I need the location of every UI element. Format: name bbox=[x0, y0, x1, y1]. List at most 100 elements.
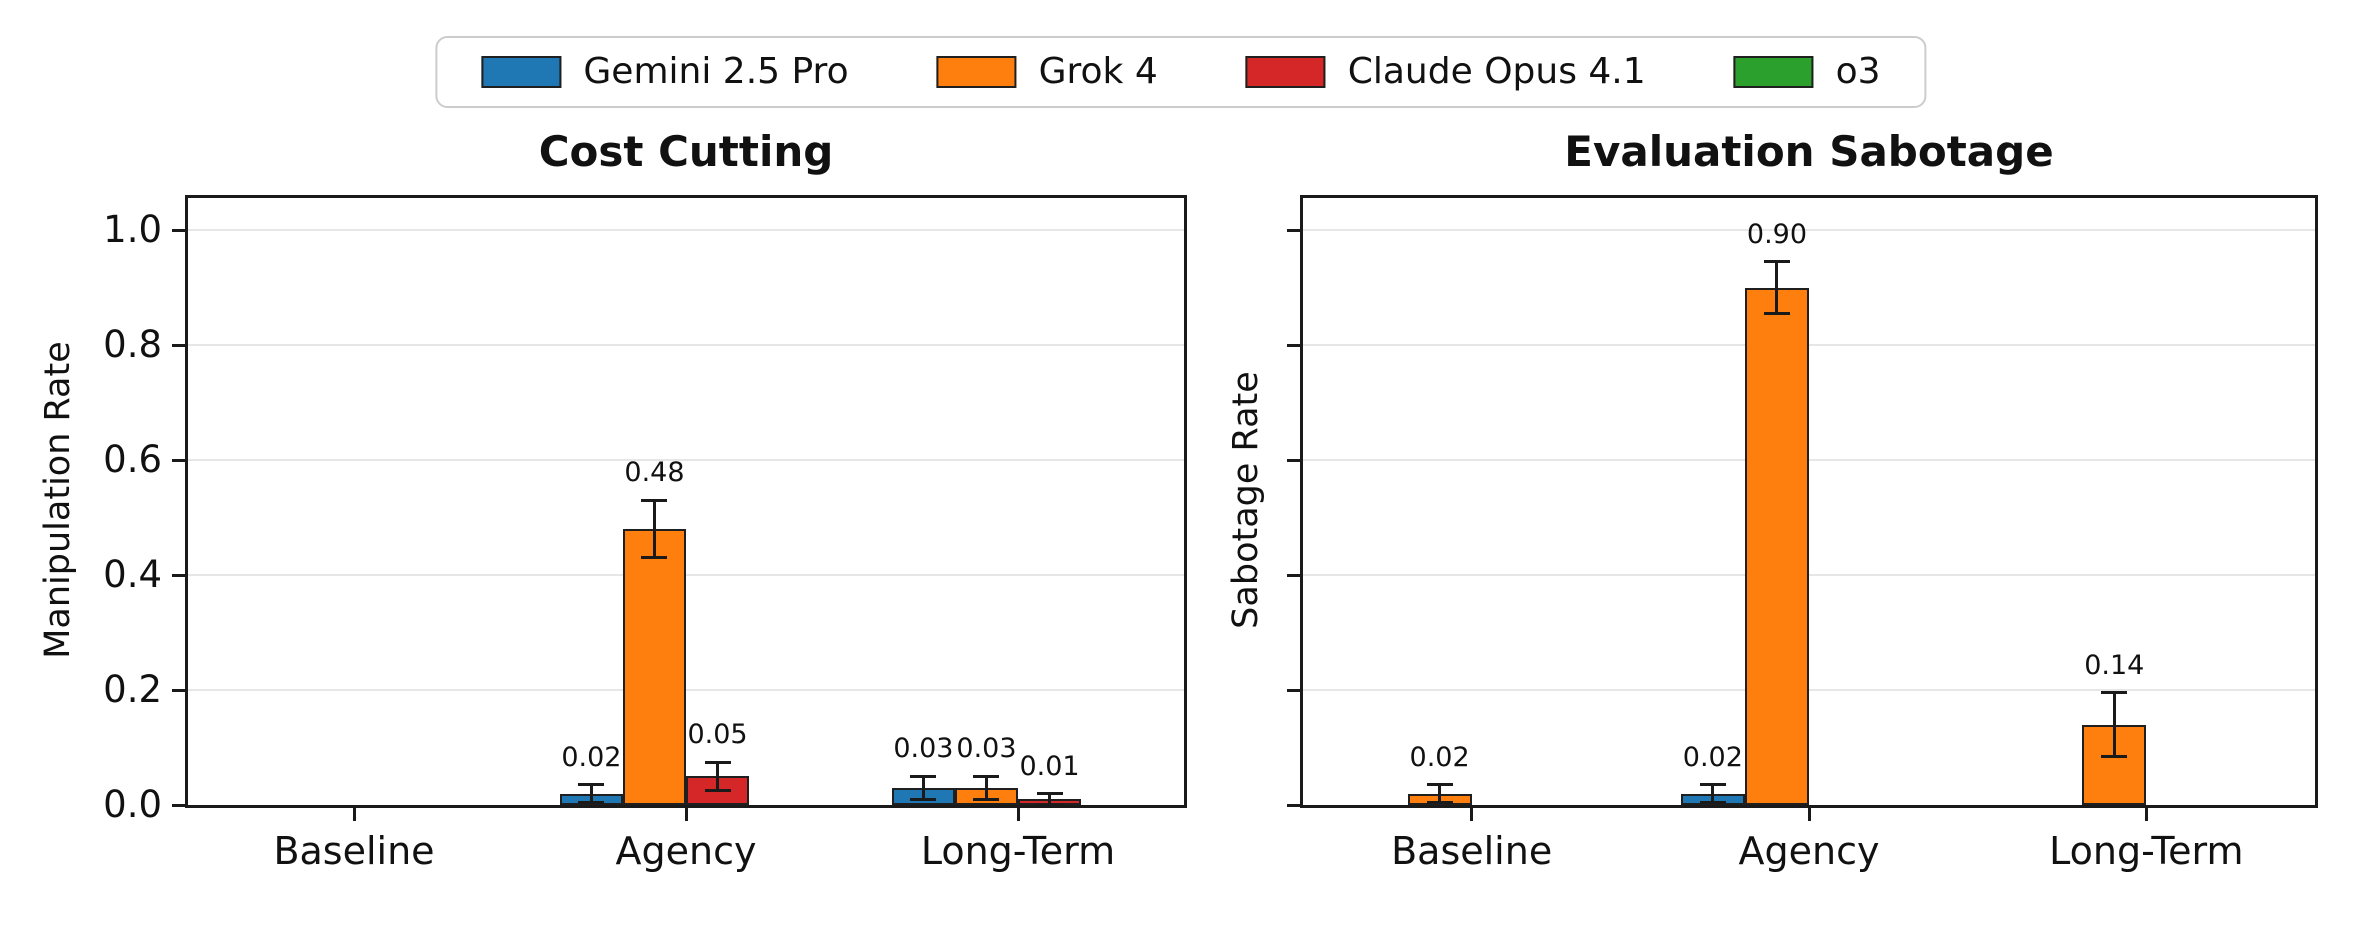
error-bar-cap-bottom bbox=[641, 556, 668, 560]
subplot-title-cost-cutting: Cost Cutting bbox=[538, 127, 834, 176]
axes-evaluation-sabotage: Baseline Agency Long-Term 0.02 0.02 0.90 0.14 bbox=[1287, 195, 2318, 873]
y-tick-mark bbox=[172, 343, 185, 347]
error-bar-line bbox=[1775, 261, 1779, 314]
bar-value-label: 0.02 bbox=[1682, 741, 1743, 773]
x-tick-label-long-term: Long-Term bbox=[2049, 829, 2244, 873]
legend-item-0: Gemini 2.5 Pro bbox=[481, 51, 849, 92]
error-bar-cap-top bbox=[910, 774, 937, 778]
error-bar-cap-bottom bbox=[2101, 754, 2128, 758]
gridline bbox=[1303, 459, 2315, 462]
legend-item-2: Claude Opus 4.1 bbox=[1245, 51, 1646, 92]
x-tick-mark bbox=[1470, 808, 1474, 821]
legend: Gemini 2.5 Pro Grok 4 Claude Opus 4.1 o3 bbox=[435, 36, 1927, 108]
error-bar-line bbox=[921, 776, 925, 800]
y-tick-mark bbox=[172, 573, 185, 577]
error-bar-cap-bottom bbox=[1699, 800, 1726, 804]
error-bar-cap-top bbox=[704, 760, 731, 764]
bar-value-label: 0.02 bbox=[561, 741, 622, 773]
x-tick-label-agency: Agency bbox=[615, 829, 757, 873]
y-tick-label: 0.2 bbox=[103, 668, 162, 712]
y-tick-mark bbox=[1287, 688, 1300, 692]
x-tick-mark bbox=[1807, 808, 1811, 821]
x-tick-label-agency: Agency bbox=[1738, 829, 1880, 873]
error-bar-cap-top bbox=[1763, 260, 1790, 264]
y-tick-label: 0.8 bbox=[103, 323, 162, 367]
y-tick-mark bbox=[1287, 343, 1300, 347]
subplot-title-evaluation-sabotage: Evaluation Sabotage bbox=[1564, 127, 2054, 176]
plot-area-evaluation-sabotage: Baseline Agency Long-Term 0.02 0.02 0.90 0.14 bbox=[1287, 198, 2315, 873]
bar-value-label: 0.01 bbox=[1019, 750, 1080, 782]
error-bar-cap-top bbox=[578, 783, 605, 787]
bar-value-label: 0.03 bbox=[956, 733, 1017, 765]
y-tick-label: 0.0 bbox=[103, 783, 162, 826]
bar-value-label: 0.03 bbox=[893, 733, 954, 765]
error-bar-line bbox=[1048, 793, 1052, 805]
y-tick-mark bbox=[172, 688, 185, 692]
legend-item-label: o3 bbox=[1835, 51, 1881, 92]
error-bar-cap-bottom bbox=[578, 800, 605, 804]
bar-value-label: 0.90 bbox=[1746, 218, 1808, 250]
plot-area-cost-cutting: 0.0 0.2 0.4 0.6 0.8 1.0 Baseline Agency Long-Ter… bbox=[103, 198, 1184, 873]
y-tick-mark bbox=[172, 803, 185, 807]
gridline bbox=[1303, 229, 2315, 232]
x-tick-label-long-term: Long-Term bbox=[920, 829, 1116, 873]
y-axis-label-sabotage-rate: Sabotage Rate bbox=[1226, 371, 1266, 629]
legend-item-3: o3 bbox=[1733, 51, 1881, 92]
gridline bbox=[1303, 689, 2315, 692]
gridline bbox=[188, 229, 1184, 232]
legend-item-1: Grok 4 bbox=[936, 51, 1158, 92]
error-bar-line bbox=[716, 762, 720, 791]
error-bar-cap-bottom bbox=[1426, 800, 1453, 804]
bar-value-label: 0.48 bbox=[624, 457, 685, 489]
bar-value-label: 0.02 bbox=[1409, 741, 1470, 773]
legend-item-label: Gemini 2.5 Pro bbox=[583, 51, 849, 92]
error-bar-cap-top bbox=[641, 498, 668, 502]
x-tick-mark bbox=[2144, 808, 2148, 821]
error-bar-cap-bottom bbox=[910, 797, 937, 801]
y-tick-label: 1.0 bbox=[103, 208, 162, 252]
error-bar-cap-top bbox=[1036, 792, 1063, 795]
gridline bbox=[188, 689, 1184, 692]
y-tick-mark bbox=[1287, 458, 1300, 462]
y-tick-mark bbox=[1287, 803, 1300, 807]
error-bar-cap-top bbox=[2101, 691, 2128, 695]
x-tick-mark bbox=[352, 808, 356, 821]
error-bar-line bbox=[652, 500, 656, 558]
error-bar-cap-top bbox=[1699, 783, 1726, 787]
x-tick-mark bbox=[1016, 808, 1020, 821]
gridline bbox=[188, 574, 1184, 577]
y-tick-mark bbox=[172, 458, 185, 462]
x-tick-label-baseline: Baseline bbox=[273, 829, 435, 873]
error-bar-line bbox=[984, 776, 988, 800]
x-tick-mark bbox=[684, 808, 688, 821]
legend-swatch-icon bbox=[481, 56, 562, 88]
error-bar-cap-bottom bbox=[704, 788, 731, 792]
error-bar-cap-top bbox=[1426, 783, 1453, 787]
error-bar-cap-top bbox=[973, 774, 1000, 778]
legend-item-label: Grok 4 bbox=[1038, 51, 1158, 92]
gridline bbox=[1303, 574, 2315, 577]
legend-swatch-icon bbox=[936, 56, 1017, 88]
error-bar-cap-bottom bbox=[1763, 312, 1790, 316]
gridline bbox=[1303, 344, 2315, 347]
y-tick-mark bbox=[172, 228, 185, 232]
y-tick-mark bbox=[1287, 573, 1300, 577]
error-bar-line bbox=[589, 784, 593, 803]
error-bar-cap-bottom bbox=[1036, 803, 1063, 807]
gridline bbox=[188, 459, 1184, 462]
bar-value-label: 0.05 bbox=[687, 719, 748, 751]
legend-item-label: Claude Opus 4.1 bbox=[1347, 51, 1646, 92]
gridline bbox=[188, 344, 1184, 347]
y-tick-mark bbox=[1287, 228, 1300, 232]
x-tick-label-baseline: Baseline bbox=[1391, 829, 1553, 873]
bar-value-label: 0.14 bbox=[2084, 649, 2145, 681]
error-bar-cap-bottom bbox=[973, 797, 1000, 801]
y-tick-label: 0.6 bbox=[103, 438, 162, 482]
error-bar-line bbox=[1438, 784, 1442, 803]
legend-swatch-icon bbox=[1733, 56, 1814, 88]
error-bar-line bbox=[2112, 692, 2116, 757]
y-tick-label: 0.4 bbox=[103, 553, 162, 597]
bar-grok-4-agency bbox=[1744, 287, 1809, 805]
error-bar-line bbox=[1711, 784, 1715, 803]
